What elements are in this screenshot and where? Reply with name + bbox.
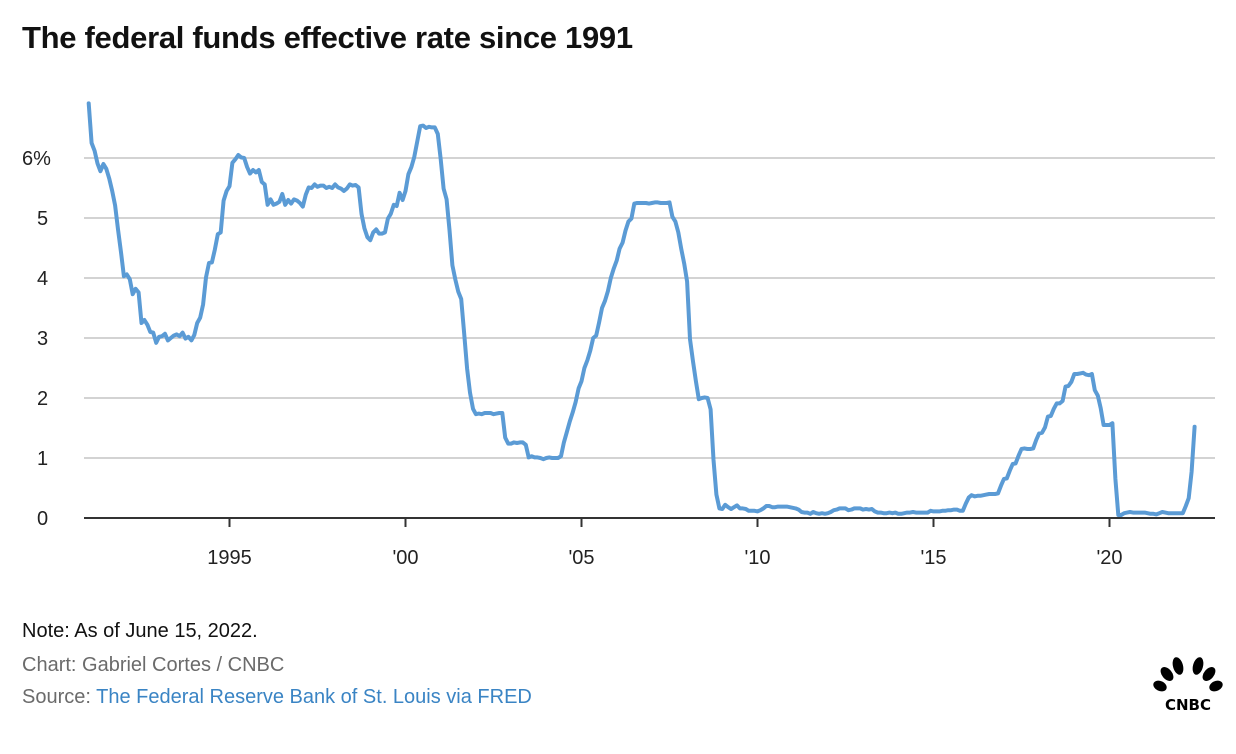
y-tick-label: 0 bbox=[37, 508, 48, 530]
chart-note: Note: As of June 15, 2022. bbox=[22, 620, 258, 642]
y-tick-label: 5 bbox=[37, 208, 48, 230]
series-line bbox=[86, 101, 1197, 517]
x-tick-label: '10 bbox=[744, 547, 770, 569]
logo-text: CNBC bbox=[1165, 696, 1211, 714]
chart-title: The federal funds effective rate since 1… bbox=[22, 20, 633, 55]
y-tick-label: 1 bbox=[37, 448, 48, 470]
gridlines bbox=[84, 157, 1215, 459]
y-axis-labels: 0 1 2 3 4 5 6% bbox=[22, 148, 51, 530]
line-chart: 0 1 2 3 4 5 6% 1995 '00 '05 '10 '15 '20 bbox=[22, 101, 1215, 569]
source-label: Source: bbox=[22, 686, 97, 708]
x-axis: 1995 '00 '05 '10 '15 '20 bbox=[84, 517, 1215, 569]
x-tick-label: 1995 bbox=[207, 547, 252, 569]
chart-source: Source: The Federal Reserve Bank of St. … bbox=[22, 686, 532, 709]
y-tick-label: 3 bbox=[37, 328, 48, 350]
x-tick-label: '00 bbox=[392, 547, 418, 569]
cnbc-logo: CNBC bbox=[1153, 657, 1223, 714]
source-link[interactable]: The Federal Reserve Bank of St. Louis vi… bbox=[96, 686, 532, 708]
peacock-icon bbox=[1153, 657, 1223, 692]
y-tick-label: 6% bbox=[22, 148, 51, 170]
x-tick-label: '20 bbox=[1096, 547, 1122, 569]
chart-credit: Chart: Gabriel Cortes / CNBC bbox=[22, 654, 285, 676]
x-tick-label: '05 bbox=[568, 547, 594, 569]
x-tick-label: '15 bbox=[920, 547, 946, 569]
y-tick-label: 2 bbox=[37, 388, 48, 410]
y-tick-label: 4 bbox=[37, 268, 48, 290]
